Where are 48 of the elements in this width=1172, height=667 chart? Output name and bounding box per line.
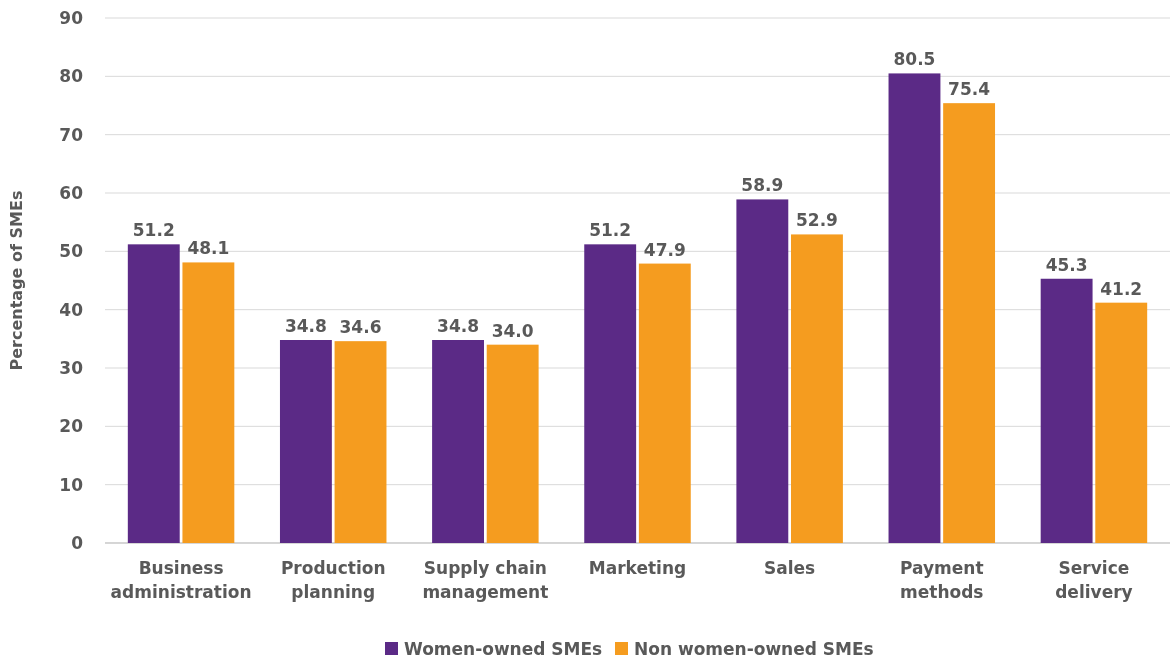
- data-label: 45.3: [1045, 254, 1088, 275]
- y-tick-label: 50: [59, 241, 84, 262]
- x-tick-label: Production planning: [280, 558, 386, 602]
- bar: [1095, 302, 1148, 543]
- legend-label: Women-owned SMEs: [404, 639, 603, 659]
- data-label: 47.9: [643, 239, 686, 260]
- y-tick-label: 40: [59, 299, 84, 320]
- y-tick-label: 10: [59, 474, 84, 495]
- bar: [127, 244, 180, 543]
- bar: [279, 340, 332, 543]
- data-label: 34.6: [339, 317, 382, 338]
- data-label: 51.2: [132, 220, 175, 241]
- y-tick-label: 0: [71, 532, 84, 553]
- data-label: 34.0: [491, 320, 534, 341]
- bar: [432, 340, 484, 543]
- legend-label: Non women-owned SMEs: [634, 639, 874, 659]
- data-label: 51.2: [589, 220, 632, 241]
- x-tick-label: Sales: [764, 558, 816, 578]
- bar: [638, 263, 691, 543]
- bar: [334, 341, 387, 543]
- data-label: 34.8: [284, 316, 327, 336]
- y-axis-title: Percentage of SMEs: [7, 190, 26, 371]
- x-tick-label: Payment methods: [900, 558, 984, 602]
- bar: [736, 199, 789, 543]
- y-tick-label: 30: [59, 357, 84, 378]
- x-tick-label: Marketing: [588, 558, 687, 578]
- y-tick-label: 70: [59, 124, 84, 145]
- bar: [1040, 278, 1093, 543]
- y-tick-label: 60: [59, 182, 84, 203]
- bar: [888, 73, 941, 543]
- data-label: 48.1: [187, 238, 230, 259]
- x-tick-label: Service delivery: [1055, 558, 1133, 602]
- y-tick-label: 80: [59, 66, 84, 87]
- x-tick-label: Business administration: [110, 558, 252, 602]
- data-label: 75.4: [948, 79, 991, 100]
- y-tick-label: 90: [59, 7, 84, 28]
- bar: [584, 244, 637, 543]
- data-label: 80.5: [893, 49, 936, 70]
- bar: [791, 234, 843, 543]
- bar: [182, 262, 235, 543]
- data-label: 52.9: [795, 210, 838, 231]
- y-tick-label: 20: [59, 416, 84, 437]
- bar: [486, 344, 539, 543]
- bar: [943, 103, 996, 543]
- data-label: 41.2: [1100, 278, 1143, 299]
- x-tick-label: Supply chain management: [422, 558, 549, 602]
- data-label: 34.8: [437, 316, 480, 336]
- data-label: 58.9: [741, 175, 784, 196]
